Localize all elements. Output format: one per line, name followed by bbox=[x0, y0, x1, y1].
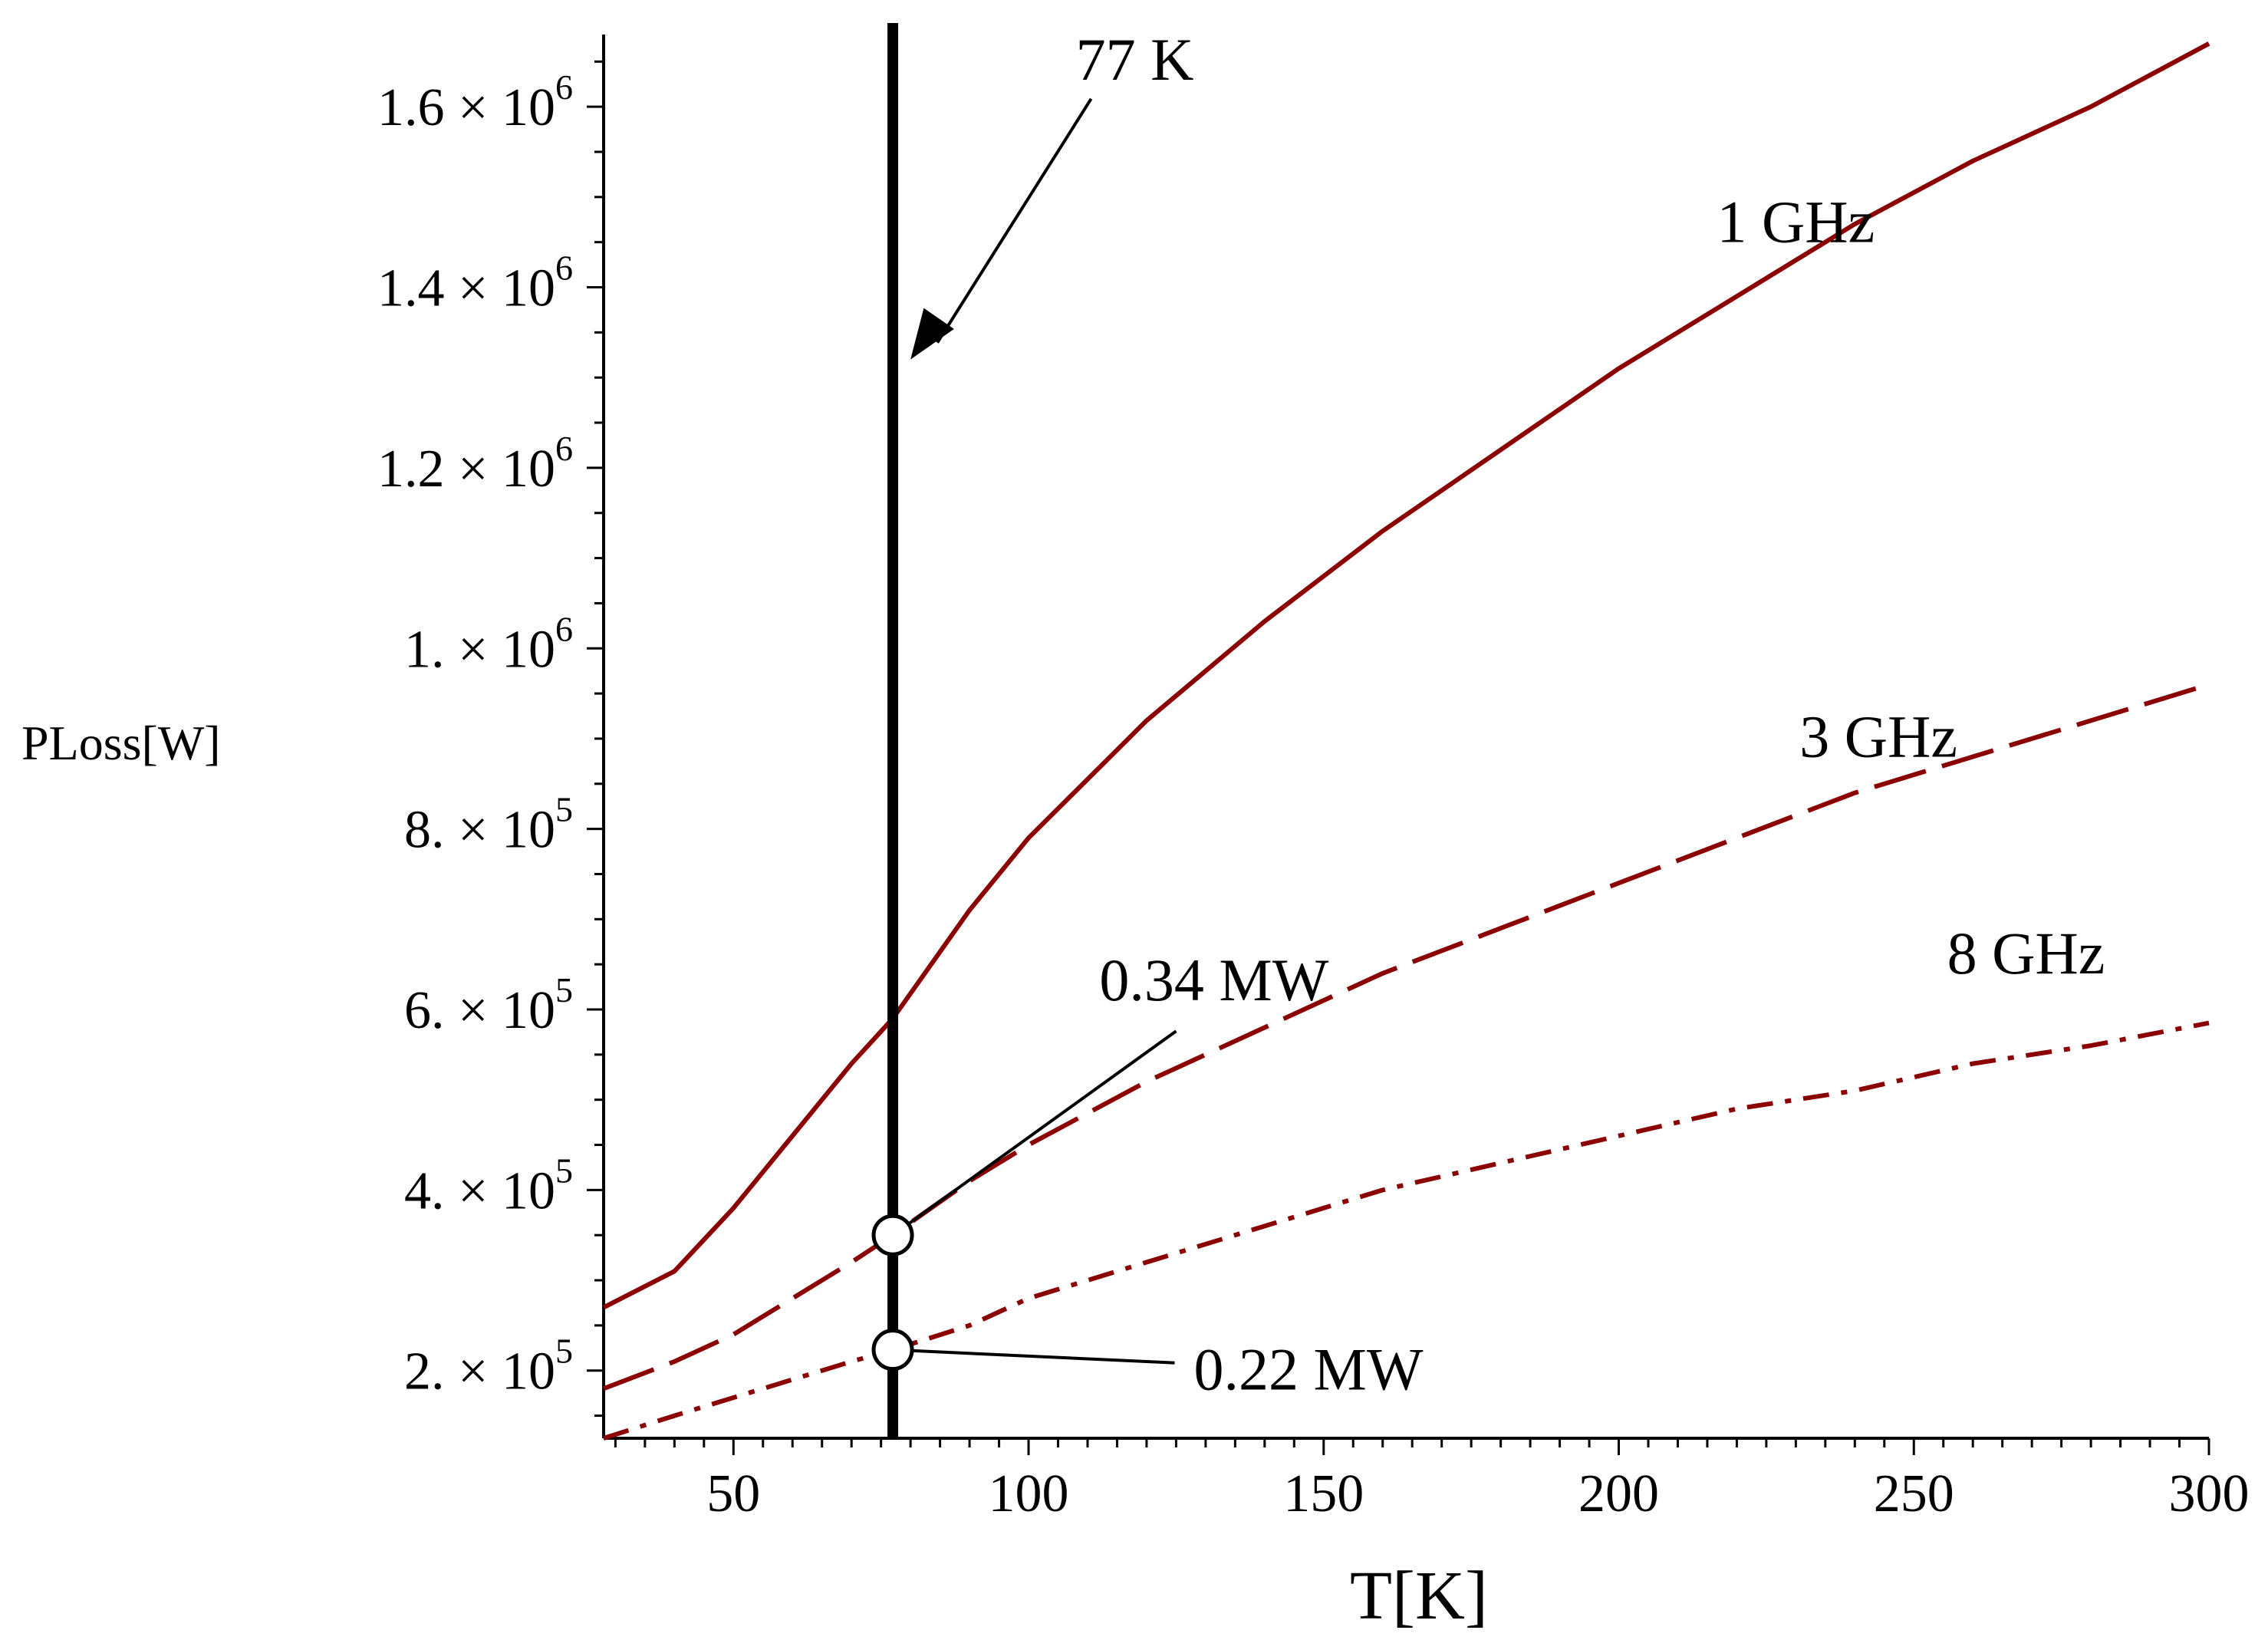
x-tick-label: 200 bbox=[1578, 1464, 1659, 1523]
y-tick-label: 1. × 106 bbox=[404, 609, 573, 679]
x-tick-label: 300 bbox=[2169, 1464, 2250, 1523]
marker-leader bbox=[892, 1348, 1175, 1365]
marker-leader bbox=[891, 1029, 1177, 1237]
vertical-line-label: 77 K bbox=[1076, 26, 1194, 93]
y-tick-label: 1.2 × 106 bbox=[377, 429, 573, 499]
series-line-1-ghz bbox=[602, 41, 2210, 1310]
y-axis-title: PLoss[W] bbox=[21, 716, 221, 770]
series-label-1-ghz: 1 GHz bbox=[1717, 189, 1875, 255]
y-tick-label: 1.6 × 106 bbox=[377, 68, 573, 137]
y-tick-label: 2. × 105 bbox=[404, 1332, 573, 1401]
y-tick-label: 4. × 105 bbox=[404, 1151, 573, 1220]
arrow-head bbox=[910, 308, 954, 360]
series-line-8-ghz bbox=[603, 1020, 2210, 1441]
marker-label: 0.34 MW bbox=[1099, 947, 1328, 1013]
axes: 50 100 150 200 250 300 2. × 105 4. × 105 6. × 10… bbox=[377, 35, 2250, 1523]
y-tick-label: 6. × 105 bbox=[404, 970, 573, 1040]
y-tick-label: 1.4 × 106 bbox=[377, 249, 573, 318]
x-tick-label: 250 bbox=[1874, 1464, 1954, 1523]
y-tick-label: 8. × 105 bbox=[404, 790, 573, 860]
x-axis-title: T[K] bbox=[1350, 1558, 1488, 1634]
arrow-line bbox=[936, 97, 1093, 344]
marker-circle bbox=[871, 1214, 914, 1256]
x-tick-label: 50 bbox=[706, 1464, 760, 1523]
x-tick-label: 100 bbox=[989, 1464, 1069, 1523]
series-line-3-ghz bbox=[602, 682, 2210, 1391]
x-tick-label: 150 bbox=[1283, 1464, 1364, 1523]
marker-label: 0.22 MW bbox=[1193, 1336, 1423, 1403]
series-layer: 1 GHz 3 GHz 8 GHz bbox=[602, 41, 2210, 1441]
series-label-8-ghz: 8 GHz bbox=[1947, 920, 2105, 986]
annotations: 77 K 0.34 MW 0.22 MW bbox=[871, 23, 1424, 1438]
marker-circle bbox=[871, 1329, 914, 1372]
series-label-3-ghz: 3 GHz bbox=[1799, 703, 1957, 769]
